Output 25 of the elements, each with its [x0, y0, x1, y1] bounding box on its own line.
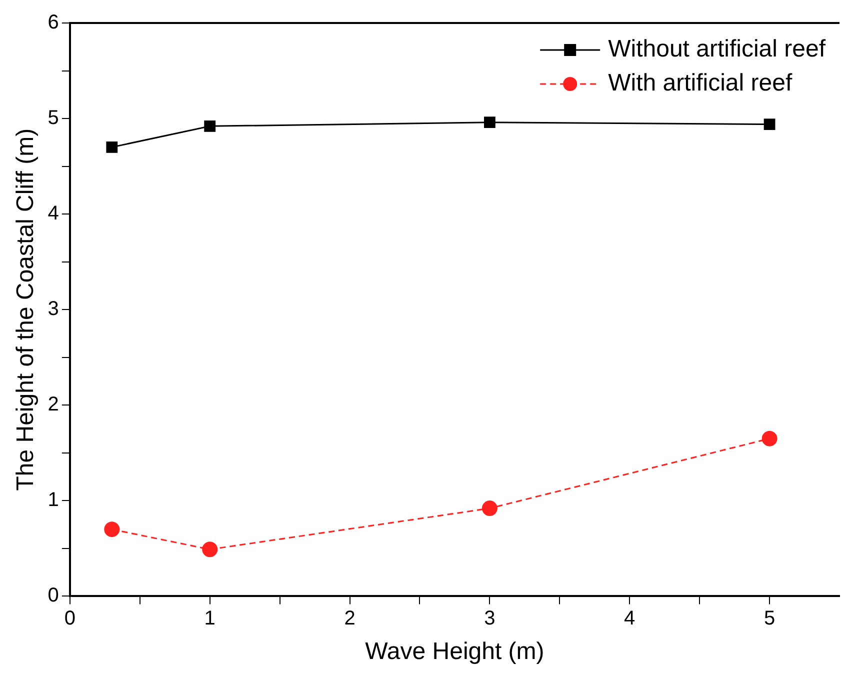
- y-tick-label: 2: [48, 394, 59, 416]
- point: [202, 542, 218, 558]
- point: [482, 500, 498, 516]
- point: [104, 522, 120, 538]
- x-tick-label: 4: [624, 608, 636, 630]
- point: [204, 120, 216, 132]
- x-tick-label: 3: [484, 608, 496, 630]
- y-tick-label: 4: [48, 202, 59, 225]
- y-tick-label: 5: [48, 107, 59, 130]
- point: [764, 118, 776, 130]
- x-tick-label: 1: [204, 608, 216, 630]
- y-tick-label: 6: [48, 12, 59, 34]
- point: [106, 141, 118, 153]
- y-tick-label: 3: [48, 298, 59, 320]
- x-tick-label: 2: [344, 608, 356, 630]
- point: [762, 430, 778, 446]
- x-tick-label: 5: [764, 608, 776, 630]
- legend-label: Without artificial reef: [608, 36, 826, 63]
- x-tick-label: 0: [64, 608, 76, 630]
- y-tick-label: 0: [48, 584, 59, 607]
- point: [484, 116, 496, 128]
- y-axis-title: The Height of the Coastal Cliff (m): [12, 128, 40, 491]
- legend-label: With artificial reef: [608, 70, 792, 97]
- y-tick-label: 1: [48, 489, 59, 512]
- x-axis-title: Wave Height (m): [365, 638, 544, 666]
